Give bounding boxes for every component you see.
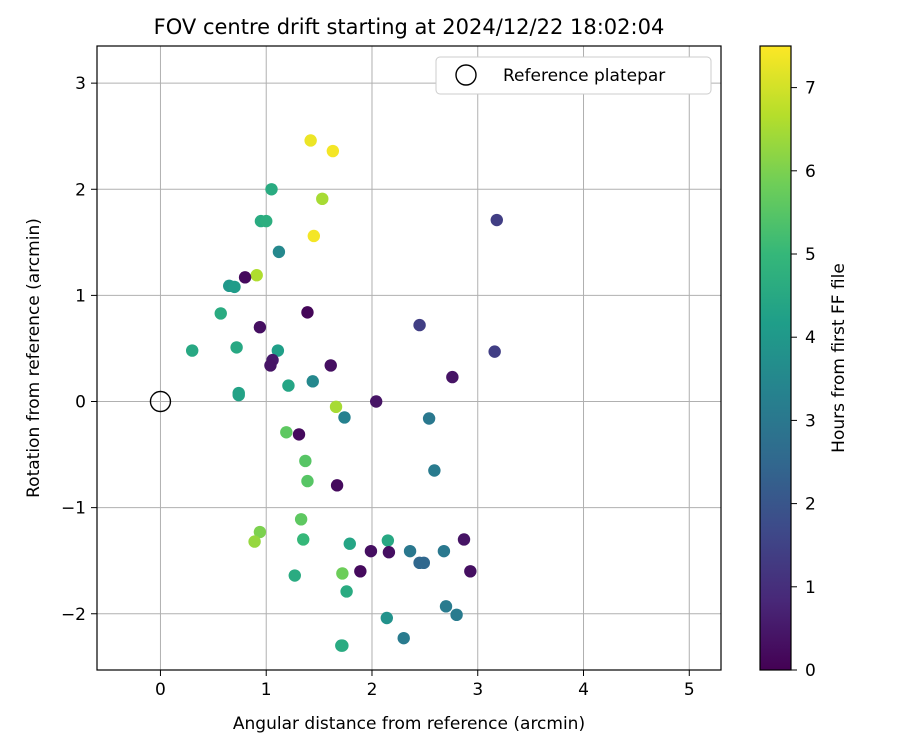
colorbar-tick-label: 6	[805, 162, 816, 182]
data-point	[280, 426, 293, 439]
data-point	[324, 359, 337, 372]
data-point	[490, 213, 503, 227]
data-point	[413, 318, 426, 332]
data-point	[403, 544, 417, 558]
data-point	[446, 370, 459, 384]
data-point	[422, 412, 436, 425]
chart-title: FOV centre drift starting at 2024/12/22 …	[154, 15, 665, 39]
data-point	[457, 533, 471, 546]
y-tick-label: 3	[75, 74, 86, 94]
data-point	[238, 271, 252, 284]
data-point	[336, 639, 349, 652]
colorbar-tick-label: 0	[805, 661, 816, 681]
y-tick-label: −1	[61, 499, 86, 519]
data-point	[230, 341, 243, 354]
data-point	[326, 144, 340, 158]
x-tick-label: 4	[578, 680, 589, 700]
legend-label-reference: Reference platepar	[503, 66, 665, 86]
data-point	[306, 375, 319, 388]
data-point	[232, 388, 245, 402]
colorbar-label: Hours from first FF file	[829, 263, 849, 453]
data-point	[330, 479, 344, 492]
colorbar-tick-label: 1	[805, 578, 816, 598]
data-point	[428, 464, 441, 477]
data-point	[397, 631, 410, 645]
data-point	[364, 544, 378, 558]
data-point	[264, 359, 277, 372]
data-point	[307, 229, 321, 243]
colorbar-tick-label: 2	[805, 495, 816, 515]
colorbar-ticks: 0 1 2 3 4 5 6 7	[791, 79, 816, 681]
data-point	[464, 565, 477, 578]
data-point	[450, 608, 463, 622]
x-tick-label: 1	[261, 680, 272, 700]
data-point	[260, 214, 273, 228]
y-axis: −2 −1 0 1 2 3	[61, 74, 97, 625]
data-point	[253, 321, 267, 334]
data-point	[338, 411, 351, 424]
colorbar-tick-label: 4	[805, 328, 816, 348]
legend: Reference platepar	[435, 56, 712, 95]
data-point	[282, 379, 295, 392]
legend-box	[435, 56, 712, 95]
data-point	[250, 269, 263, 282]
data-point	[304, 134, 317, 147]
data-point	[185, 344, 199, 357]
data-point	[370, 395, 383, 408]
data-point	[336, 567, 349, 580]
y-tick-label: −2	[61, 605, 86, 625]
data-point	[265, 183, 278, 196]
x-tick-label: 2	[367, 680, 378, 700]
x-axis-label: Angular distance from reference (arcmin)	[233, 714, 585, 734]
data-point	[288, 569, 301, 582]
data-point	[329, 400, 343, 414]
x-axis: 0 1 2 3 4 5	[155, 670, 695, 700]
colorbar: 0 1 2 3 4 5 6 7 Hours from first FF file	[759, 45, 849, 681]
data-points	[149, 134, 503, 652]
data-point	[382, 546, 396, 559]
data-point	[381, 534, 395, 547]
reference-platepar-marker	[149, 390, 172, 413]
colorbar-gradient	[759, 45, 792, 671]
data-point	[437, 544, 451, 558]
legend-marker-reference	[455, 64, 477, 86]
y-tick-label: 1	[75, 286, 86, 306]
data-point	[292, 428, 306, 441]
data-point	[301, 474, 314, 488]
plot-frame	[96, 45, 722, 671]
data-point	[297, 533, 310, 546]
grid	[97, 46, 721, 670]
data-point	[439, 600, 453, 613]
data-point	[380, 611, 393, 625]
y-tick-label: 0	[75, 393, 86, 413]
y-axis-label: Rotation from reference (arcmin)	[24, 218, 44, 498]
x-tick-label: 0	[155, 680, 166, 700]
data-point	[354, 565, 367, 578]
data-point	[417, 556, 431, 570]
data-point	[248, 535, 261, 548]
x-tick-label: 5	[684, 680, 695, 700]
data-point	[340, 585, 353, 598]
data-point	[272, 245, 286, 259]
colorbar-tick-label: 5	[805, 245, 816, 265]
data-point	[228, 280, 241, 294]
data-point	[301, 306, 314, 319]
x-tick-label: 3	[472, 680, 483, 700]
colorbar-tick-label: 3	[805, 411, 816, 431]
data-point	[343, 537, 356, 550]
data-point	[253, 525, 267, 539]
data-point	[299, 454, 312, 468]
y-tick-label: 2	[75, 180, 86, 200]
data-point	[271, 344, 285, 357]
data-point	[294, 513, 308, 526]
data-point	[214, 307, 227, 320]
data-point	[488, 345, 501, 358]
colorbar-tick-label: 7	[805, 79, 816, 99]
data-point	[316, 192, 329, 206]
